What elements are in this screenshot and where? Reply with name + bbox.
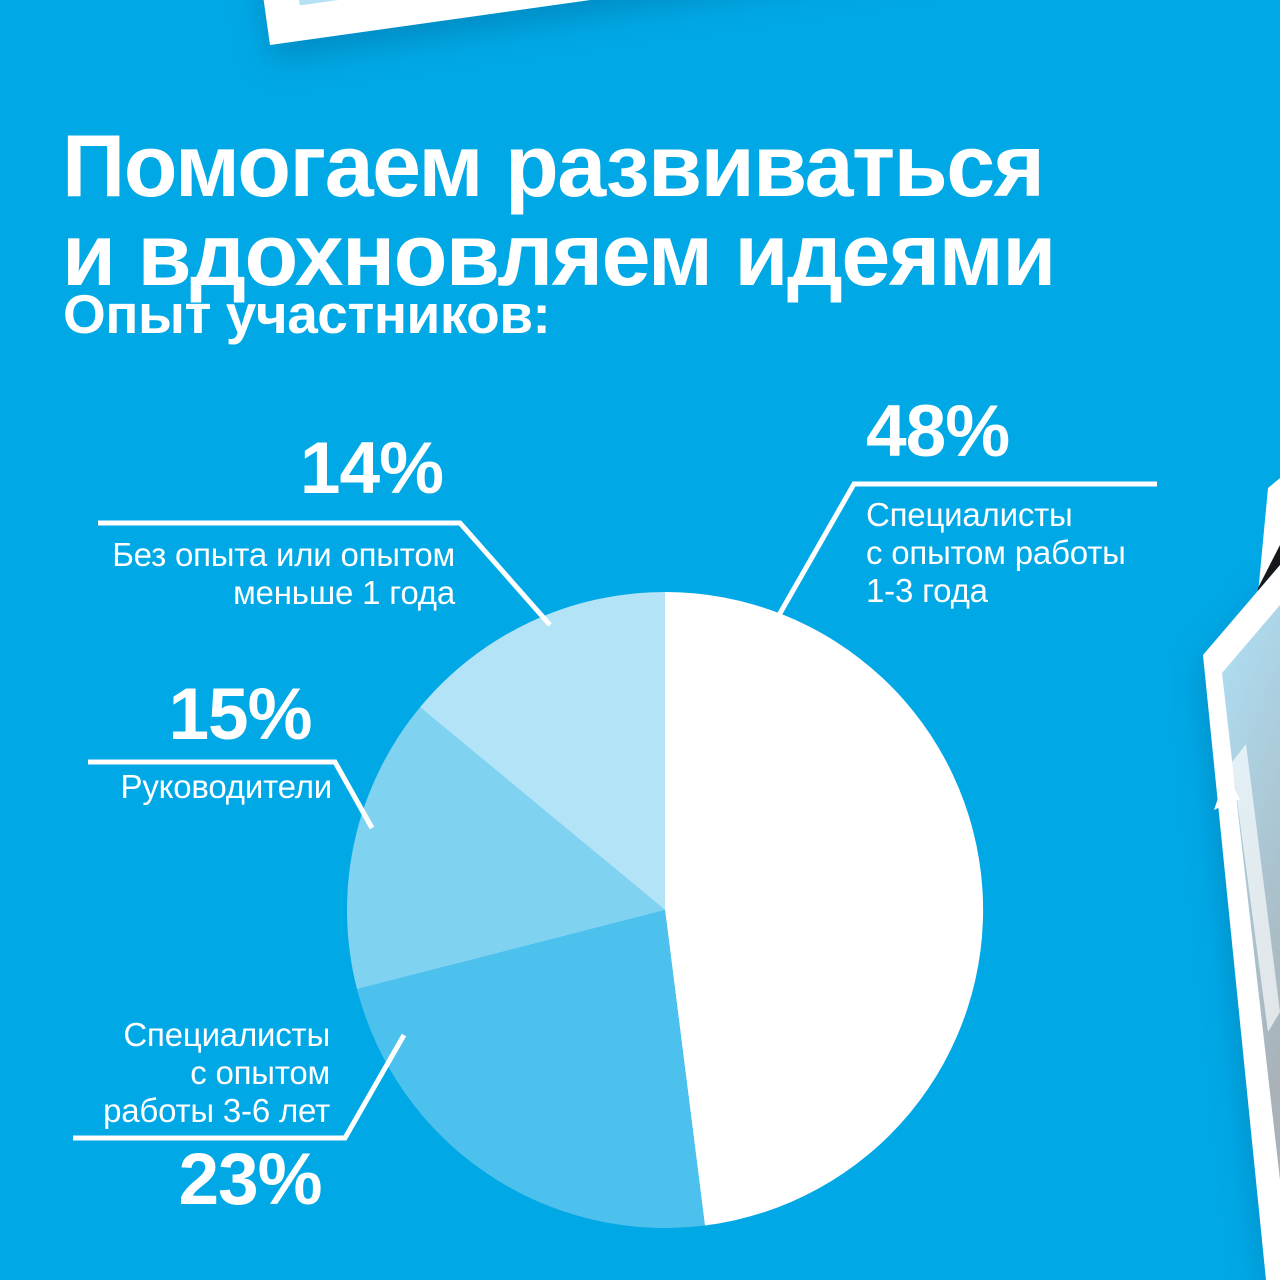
slice-label-specialists-3-6: Специалисты с опытом работы 3-6 лет bbox=[0, 1016, 330, 1130]
slice-label-specialists-1-3-line3: 1-3 года bbox=[866, 572, 988, 609]
slice-label-specialists-1-3: Специалисты с опытом работы 1-3 года bbox=[866, 496, 1266, 610]
slice-label-specialists-3-6-line1: Специалисты bbox=[123, 1016, 330, 1053]
slice-label-no-experience: Без опыта или опытом меньше 1 года bbox=[95, 536, 455, 612]
percent-label-specialists-3-6: 23% bbox=[178, 1139, 322, 1220]
slice-label-specialists-1-3-line1: Специалисты bbox=[866, 496, 1073, 533]
photo-right bbox=[1203, 565, 1280, 1280]
callout-line-15 bbox=[88, 759, 375, 830]
slice-label-no-experience-line1: Без опыта или опытом bbox=[112, 536, 455, 573]
slice-label-specialists-3-6-line3: работы 3-6 лет bbox=[103, 1092, 330, 1129]
slice-label-managers-line1: Руководители bbox=[120, 768, 333, 805]
slice-label-no-experience-line2: меньше 1 года bbox=[233, 574, 455, 611]
percent-label-specialists-1-3: 48% bbox=[866, 391, 1010, 472]
pie-slice-23 bbox=[357, 910, 705, 1229]
page-title: Помогаем развиваться и вдохновляем идеям… bbox=[62, 121, 1222, 299]
slice-label-managers: Руководители bbox=[0, 768, 333, 806]
page-title-line2: и вдохновляем идеями bbox=[62, 204, 1056, 304]
pie-slices bbox=[347, 591, 984, 1229]
pie-slice-15 bbox=[347, 707, 665, 990]
chart-subtitle: Опыт участников: bbox=[63, 283, 551, 345]
pie-slice-14 bbox=[420, 592, 665, 910]
page-title-line1: Помогаем развиваться bbox=[62, 115, 1045, 215]
percent-label-managers: 15% bbox=[168, 674, 312, 755]
callout-line-14 bbox=[98, 520, 552, 627]
callout-line-48 bbox=[760, 481, 1157, 645]
slice-label-specialists-3-6-line2: с опытом bbox=[190, 1054, 330, 1091]
pie-slice-48 bbox=[665, 591, 984, 1226]
callout-line-23 bbox=[73, 1033, 407, 1141]
percent-label-no-experience: 14% bbox=[299, 428, 444, 509]
slice-label-specialists-1-3-line2: с опытом работы bbox=[866, 534, 1126, 571]
